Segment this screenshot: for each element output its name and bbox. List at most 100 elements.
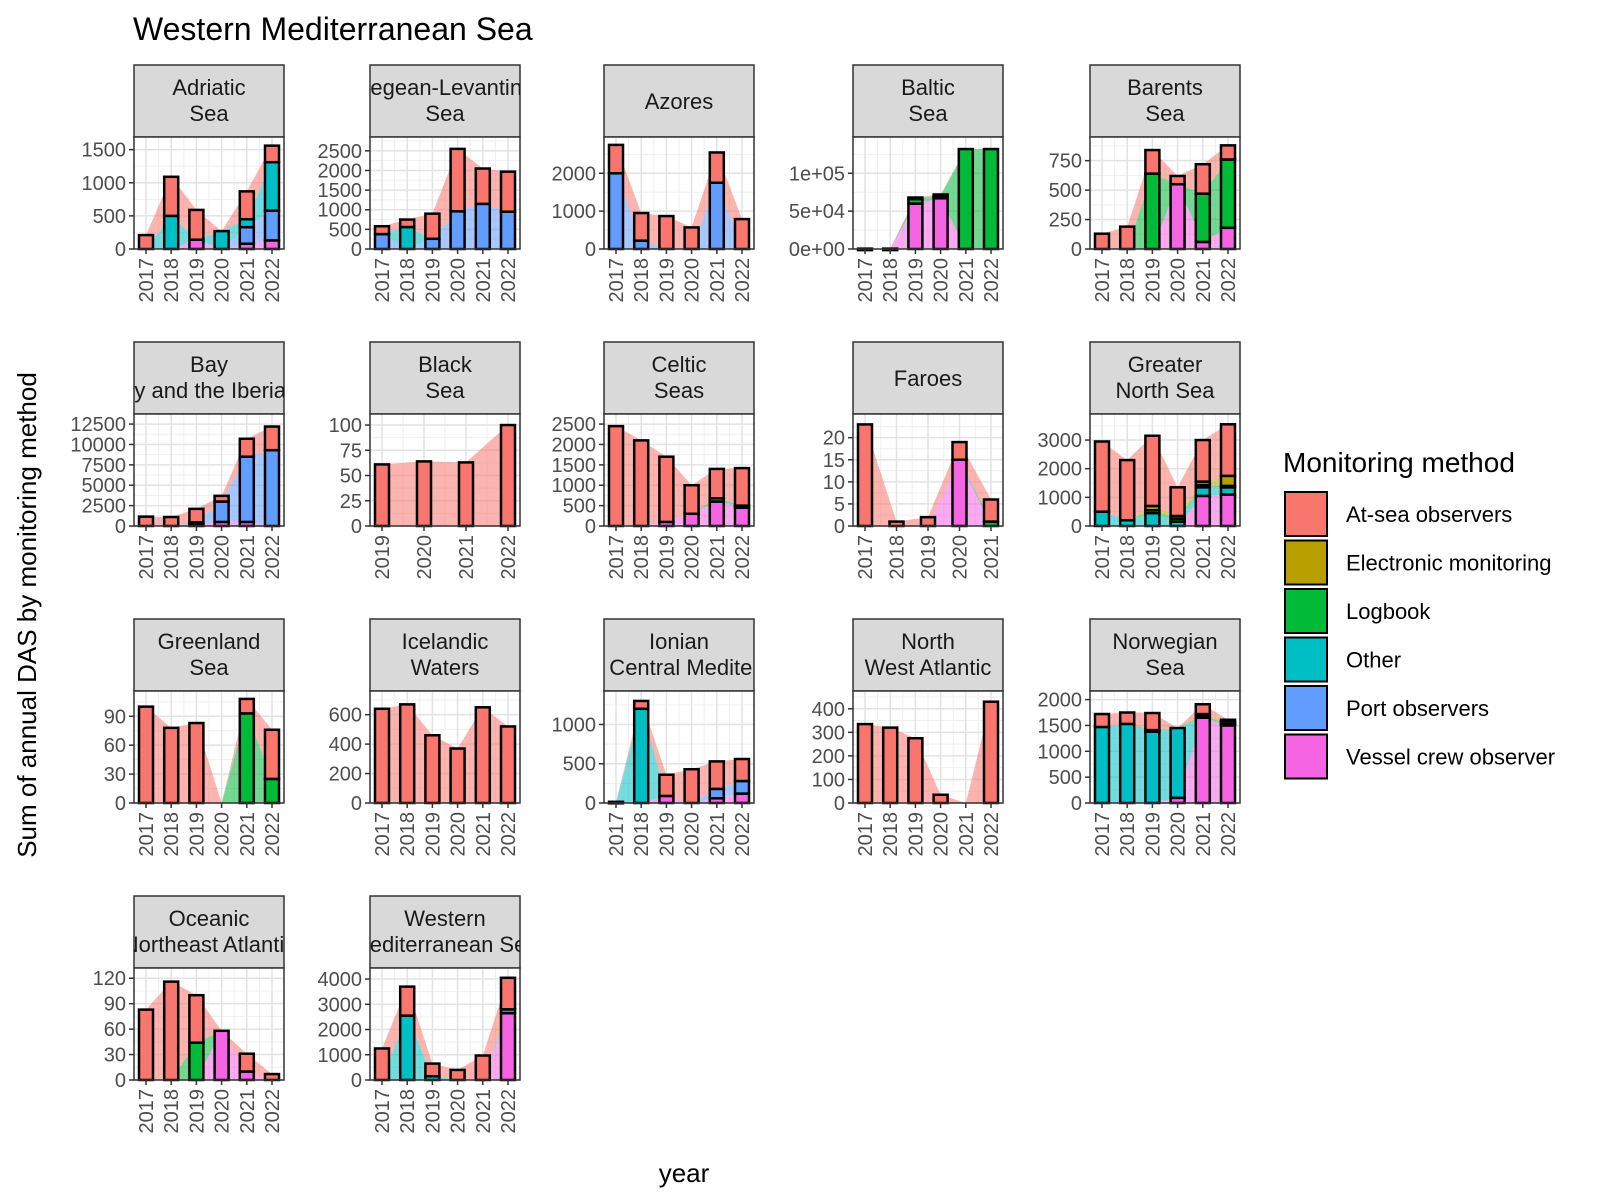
x-tick-label: 2022 — [981, 812, 1003, 857]
panel-border — [852, 136, 1004, 250]
bar-2021-port-observers — [708, 181, 726, 251]
bar-2018-at-sea-observers — [162, 980, 180, 1082]
bar-2021-at-sea-observers — [1194, 438, 1212, 483]
area-logbook — [146, 1030, 272, 1080]
strip-label: Sea — [189, 101, 229, 126]
y-tick-label: 15 — [823, 450, 845, 472]
x-tick-label: 2018 — [880, 812, 902, 857]
strip-label: Sea — [189, 655, 229, 680]
bar-2018-at-sea-observers — [398, 985, 416, 1017]
y-tick-label: 0 — [1071, 239, 1082, 261]
bar-2019-other — [1144, 511, 1161, 528]
x-tick-label: 2021 — [237, 812, 259, 857]
panel-border — [133, 690, 285, 804]
bar-2019-at-sea-observers — [907, 736, 924, 805]
legend: Monitoring method At-sea observers Electr… — [1283, 447, 1555, 780]
y-tick-label: 1000 — [1038, 487, 1083, 509]
y-tick-label: 0 — [1071, 516, 1082, 538]
y-tick-label: 100 — [812, 769, 845, 791]
bar-2019-at-sea-observers — [424, 1062, 441, 1078]
y-tick-label: 10 — [823, 472, 845, 494]
x-tick-label: 2017 — [1092, 258, 1114, 303]
y-tick-label: 30 — [104, 1045, 126, 1067]
area-at-sea-observers — [146, 426, 272, 526]
x-tick-label: 2021 — [237, 535, 259, 580]
strip-label: West Atlantic — [865, 655, 992, 680]
bar-2020-at-sea-observers — [683, 767, 700, 805]
bar-2018-at-sea-observers — [398, 218, 416, 229]
bar-2019-port-observers — [424, 237, 441, 251]
bar-2022-port-observers — [499, 210, 517, 251]
x-tick-label: 2021 — [981, 535, 1003, 580]
y-tick-label: 0 — [115, 793, 126, 815]
bar-2022-logbook — [1219, 158, 1237, 230]
panel-border — [1089, 690, 1241, 804]
x-tick-label: 2019 — [1142, 812, 1164, 857]
y-tick-label: 1000 — [318, 1045, 363, 1067]
bar-2020-vessel-crew-observer — [683, 512, 700, 528]
bar-2017-at-sea-observers — [1093, 712, 1111, 729]
y-tick-label: 500 — [1049, 180, 1082, 202]
y-tick-label: 1000 — [552, 201, 597, 223]
x-tick-label: 2018 — [397, 812, 419, 857]
bar-2022-logbook — [263, 777, 281, 805]
x-tick-label: 2018 — [631, 812, 653, 857]
bar-2020-vessel-crew-observer — [213, 1029, 230, 1082]
x-tick-label: 2017 — [372, 812, 394, 857]
bar-2017-at-sea-observers — [607, 424, 625, 528]
y-tick-label: 0 — [351, 239, 362, 261]
x-tick-label: 2021 — [237, 1089, 259, 1134]
bar-2018-at-sea-observers — [162, 175, 180, 218]
strip-label: Baltic — [901, 75, 955, 100]
x-tick-label: 2022 — [498, 1089, 520, 1134]
x-tick-label: 2019 — [186, 258, 208, 303]
legend-label-logbook: Logbook — [1346, 599, 1431, 624]
bar-2019-at-sea-observers — [188, 208, 205, 241]
panel-border — [369, 136, 521, 250]
bar-2021-at-sea-observers — [238, 190, 256, 221]
strip-label: Barents — [1127, 75, 1203, 100]
x-tick-label: 2022 — [1218, 812, 1240, 857]
y-tick-label: 0 — [351, 793, 362, 815]
bar-2022-at-sea-observers — [263, 1072, 281, 1082]
y-tick-label: 0 — [1071, 793, 1082, 815]
bar-2021-port-observers — [474, 202, 492, 251]
bar-2018-other — [398, 1014, 416, 1082]
bar-2021-at-sea-observers — [1194, 162, 1212, 195]
x-tick-label: 2020 — [448, 258, 470, 303]
y-tick-label: 200 — [812, 746, 845, 768]
bar-2019-at-sea-observers — [424, 734, 441, 805]
legend-label-electronic-monitoring: Electronic monitoring — [1346, 551, 1551, 576]
x-tick-label: 2019 — [905, 812, 927, 857]
bar-2019-at-sea-observers — [919, 515, 937, 528]
bar-2020-port-observers — [449, 210, 466, 251]
x-tick-label: 2018 — [631, 535, 653, 580]
bar-2021-port-observers — [238, 225, 256, 245]
legend-swatch-port-observers — [1284, 685, 1328, 731]
x-tick-label: 2022 — [1218, 535, 1240, 580]
area-vessel-crew-observer — [865, 198, 991, 249]
bar-2017-at-sea-observers — [1093, 232, 1111, 251]
bar-2022-vessel-crew-observer — [733, 792, 751, 805]
bar-2022-at-sea-observers — [733, 466, 751, 507]
y-tick-label: 0 — [115, 239, 126, 261]
x-tick-label: 2020 — [682, 812, 704, 857]
x-tick-label: 2019 — [422, 1089, 444, 1134]
bar-2022-at-sea-observers — [499, 423, 517, 528]
x-tick-label: 2019 — [905, 258, 927, 303]
y-tick-label: 0e+00 — [789, 239, 845, 261]
x-tick-label: 2020 — [931, 258, 953, 303]
y-tick-label: 1000 — [1038, 741, 1083, 763]
strip-label: Ionian — [649, 629, 709, 654]
x-tick-label: 2019 — [656, 812, 678, 857]
bar-2018-other — [162, 214, 180, 251]
bar-2022-port-observers — [733, 779, 751, 795]
bar-2019-at-sea-observers — [424, 212, 441, 241]
area-bands — [382, 425, 508, 526]
strip-label: Sea — [1145, 101, 1185, 126]
